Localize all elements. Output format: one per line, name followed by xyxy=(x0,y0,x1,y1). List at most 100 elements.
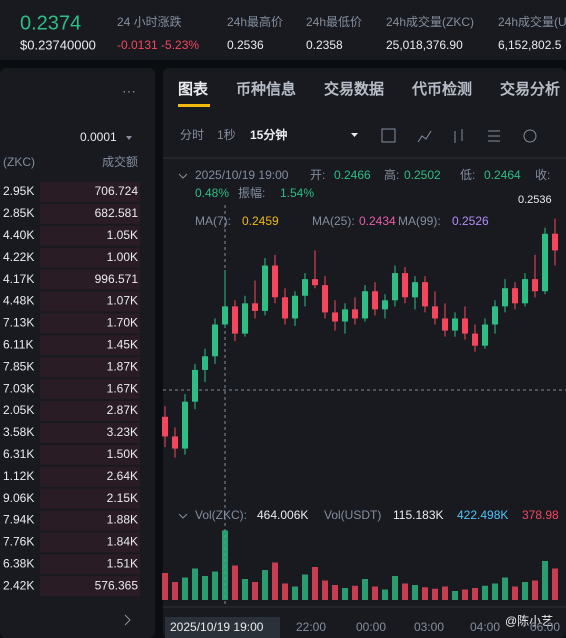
candle-body xyxy=(172,436,178,449)
volume-bar xyxy=(182,577,188,600)
total: 1.87K xyxy=(107,359,138,373)
collapse[interactable] xyxy=(178,173,188,179)
total: 1.88K xyxy=(107,513,138,527)
tab[interactable]: 币种信息 xyxy=(236,80,296,98)
candle-body xyxy=(262,265,268,311)
info-label: 收: xyxy=(535,168,550,182)
column-header: (ZKC) xyxy=(3,155,35,169)
ticker-bar xyxy=(0,0,566,60)
volume-bar xyxy=(212,571,218,600)
tab[interactable]: 图表 xyxy=(178,80,209,98)
total: 2.87K xyxy=(107,403,138,417)
volume-bar xyxy=(192,568,198,600)
total: 576.365 xyxy=(95,578,139,592)
amount: 7.03K xyxy=(3,381,34,395)
max-label: 0.2536 xyxy=(518,194,552,206)
candle-body xyxy=(312,279,318,286)
tab[interactable]: 交易分析 xyxy=(500,80,560,98)
volume-bar xyxy=(412,585,418,600)
depth-bg xyxy=(40,444,140,465)
vol-label: Vol(USDT) xyxy=(324,508,381,522)
volume-bar xyxy=(402,583,408,600)
depth-bg xyxy=(40,401,140,421)
watermark: @陈小艺 xyxy=(505,613,553,628)
candle-body xyxy=(502,288,508,307)
depth-bg xyxy=(40,576,140,597)
candle-body xyxy=(362,291,368,319)
depth-bg xyxy=(40,291,140,312)
total: 1.70K xyxy=(107,316,138,330)
candle-body xyxy=(392,273,398,301)
ma-value: 0.2459 xyxy=(242,214,279,228)
total: 682.581 xyxy=(95,206,139,220)
volume-bar xyxy=(462,589,468,600)
stat-label: 24h成交量(ZKC) xyxy=(386,14,474,29)
stat-label: 24h成交量(U xyxy=(498,14,566,29)
info-value: 0.2502 xyxy=(404,168,441,182)
volume-bar xyxy=(262,570,268,600)
amount: 9.06K xyxy=(3,491,34,505)
candle-body xyxy=(372,291,378,310)
last-price: 0.2374 xyxy=(20,12,81,34)
candle-body xyxy=(342,309,348,322)
volume-bar xyxy=(372,586,378,600)
candle-body xyxy=(412,282,418,298)
tab[interactable]: 交易数据 xyxy=(324,80,384,98)
candle-body xyxy=(512,288,518,304)
depth-bg xyxy=(40,182,140,202)
total: 996.571 xyxy=(95,272,139,286)
vol-label: Vol(ZKC): xyxy=(195,508,247,522)
candle-body xyxy=(552,233,558,251)
depth-bg xyxy=(40,510,140,531)
candle-body xyxy=(222,306,228,325)
dropdown-arrow[interactable] xyxy=(351,133,358,137)
info-value: 0.2466 xyxy=(334,168,371,182)
vol-value: 464.006K xyxy=(257,508,308,522)
stat-value: 25,018,376.90 xyxy=(386,38,463,52)
interval[interactable]: 1秒 xyxy=(217,128,236,142)
amount: 6.11K xyxy=(3,337,33,351)
menu[interactable]: ··· xyxy=(122,83,136,99)
usd-price: $0.23740000 xyxy=(20,37,96,52)
stat-label: 24h最高价 xyxy=(227,14,283,29)
ma-label: MA(25): xyxy=(312,214,355,228)
candle-body xyxy=(432,306,438,319)
volume-bar xyxy=(272,562,278,600)
candle-body xyxy=(522,279,528,304)
candle-body xyxy=(242,303,248,334)
candle-body xyxy=(252,303,258,311)
candle-body xyxy=(212,324,218,357)
volume-bar xyxy=(482,585,488,600)
volume-bar xyxy=(422,587,428,600)
amount: 6.31K xyxy=(3,447,34,461)
candle-body xyxy=(302,279,308,296)
toolbar-icons[interactable] xyxy=(381,128,537,143)
depth-bg xyxy=(40,269,140,290)
candle-body xyxy=(442,318,448,331)
collapse[interactable] xyxy=(178,513,188,519)
depth-bg xyxy=(40,313,140,334)
volume-bar xyxy=(492,583,498,600)
tab[interactable]: 代币检测 xyxy=(411,80,472,98)
info-value: 0.48% xyxy=(195,186,229,200)
scroll-arrow[interactable] xyxy=(124,614,131,626)
candle-body xyxy=(532,279,538,292)
time-label: 2025/10/19 19:00 xyxy=(170,620,264,634)
depth-bg xyxy=(40,422,140,443)
precision[interactable]: 0.0001 xyxy=(80,130,117,144)
volume-bar xyxy=(242,579,248,600)
interval[interactable]: 15分钟 xyxy=(250,127,287,142)
interval[interactable]: 分时 xyxy=(180,128,204,142)
depth-bg xyxy=(40,225,140,246)
amount: 7.13K xyxy=(3,316,34,330)
vol-value: 115.183K xyxy=(393,508,444,522)
stat-value: 0.2536 xyxy=(227,38,264,52)
info-value: 1.54% xyxy=(280,186,314,200)
amount: 7.85K xyxy=(3,359,34,373)
volume-bar xyxy=(552,568,558,600)
total: 1.00K xyxy=(107,250,138,264)
time-label: 22:00 xyxy=(296,620,326,634)
ma-value: 0.2434 xyxy=(359,214,396,228)
